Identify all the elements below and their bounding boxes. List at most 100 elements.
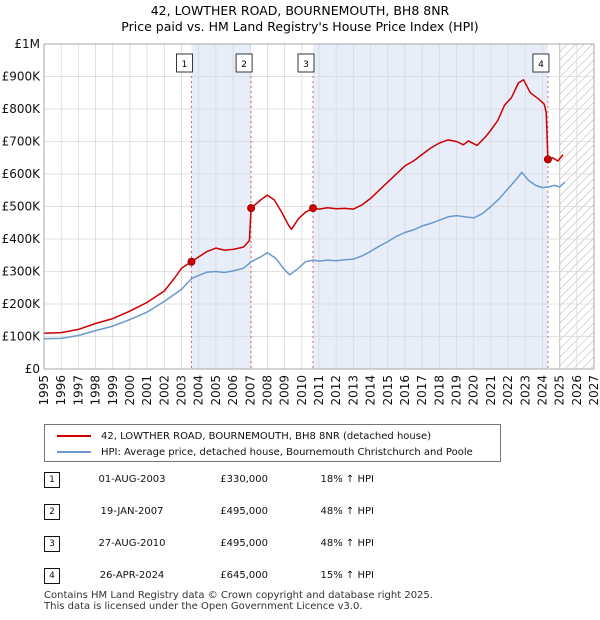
sale-labels: 1 2 3 4 [176,53,550,73]
sale-row: 3 27-AUG-2010 £495,000 48% ↑ HPI [44,536,464,556]
x-tick-label: 2008 [260,375,274,406]
sale-date: 26-APR-2024 [99,570,165,581]
sale-hpi-change: 48% ↑ HPI [320,506,374,517]
sale-point [247,204,256,213]
chart-title-line1: 42, LOWTHER ROAD, BOURNEMOUTH, BH8 8NR [151,3,450,18]
x-tick-label: 2006 [226,375,240,406]
sale-label-text: 4 [538,60,544,70]
sale-row: 4 26-APR-2024 £645,000 15% ↑ HPI [44,568,464,588]
x-tick-label: 2000 [123,375,137,406]
x-tick-label: 2026 [570,375,584,406]
legend-swatch-hpi [57,451,91,453]
x-tick-label: 2021 [484,375,498,406]
x-tick-label: 2003 [175,375,189,406]
sale-number: 2 [44,504,60,520]
sale-label: 1 [176,53,193,73]
x-tick-label: 2001 [140,375,154,406]
y-tick-label: £800K [2,102,42,116]
x-tick-label: 2009 [278,375,292,406]
legend-label-hpi: HPI: Average price, detached house, Bour… [101,446,473,458]
x-tick-label: 2012 [329,375,343,406]
series-line [43,171,566,340]
x-tick-label: 1997 [71,375,85,406]
x-axis-ticks: 1995 1996 1997 1998 1999 2000 2001 2002 2003 2004… [37,375,600,406]
sale-label-text: 3 [303,60,309,70]
sale-number: 3 [44,536,60,552]
sale-label-text: 2 [241,60,247,70]
x-tick-label: 1996 [54,375,68,406]
y-tick-label: £300K [2,265,42,279]
sale-number: 1 [44,472,60,488]
x-tick-label: 2020 [467,375,481,406]
sale-label-box [176,53,193,73]
sale-hpi-change: 18% ↑ HPI [320,474,374,485]
x-tick-label: 2014 [364,375,378,406]
plot-border [43,43,595,370]
sale-label-box [297,53,315,73]
x-tick-label: 1999 [106,375,120,406]
sale-label-text: 1 [182,60,188,70]
sale-point [543,155,552,164]
x-tick-label: 2015 [381,375,395,406]
y-axis-ticks: £0 £100K £200K £300K £400K £500K £600K £700K £80… [2,37,42,376]
footer-copyright: Contains HM Land Registry data © Crown c… [44,590,433,601]
legend-swatch-property [57,435,91,437]
sale-price: £330,000 [220,474,268,485]
sale-date: 01-AUG-2003 [98,474,166,485]
x-tick-label: 2027 [587,375,600,406]
y-tick-label: £100K [2,330,42,344]
sale-label: 2 [235,53,253,73]
x-tick-label: 1995 [37,375,51,406]
sale-markers [187,155,552,266]
price-chart: 42, LOWTHER ROAD, BOURNEMOUTH, BH8 8NR P… [2,3,600,406]
footer-licence: This data is licensed under the Open Gov… [44,601,363,612]
y-tick-label: £0 [25,362,40,376]
chart-title-line2: Price paid vs. HM Land Registry's House … [121,19,478,34]
sale-hpi-change: 48% ↑ HPI [320,538,374,549]
sale-hpi-change: 15% ↑ HPI [320,570,374,581]
sale-price: £495,000 [220,506,268,517]
x-tick-label: 2017 [415,375,429,406]
legend-item-property: 42, LOWTHER ROAD, BOURNEMOUTH, BH8 8NR (… [57,428,431,444]
x-tick-label: 2023 [518,375,532,406]
sale-label-box [532,53,550,73]
y-tick-label: £500K [2,200,42,214]
legend-item-hpi: HPI: Average price, detached house, Bour… [57,444,473,460]
x-tick-label: 2010 [295,375,309,406]
x-tick-label: 2002 [157,375,171,406]
y-tick-label: £700K [2,135,42,149]
sale-label-box [235,53,253,73]
x-tick-label: 1998 [89,375,103,406]
sale-price: £645,000 [220,570,268,581]
sale-label: 3 [297,53,315,73]
legend: 42, LOWTHER ROAD, BOURNEMOUTH, BH8 8NR (… [44,424,501,462]
y-tick-label: £1M [14,37,40,51]
sale-row: 2 19-JAN-2007 £495,000 48% ↑ HPI [44,504,464,524]
legend-label-property: 42, LOWTHER ROAD, BOURNEMOUTH, BH8 8NR (… [101,430,432,442]
sale-date: 19-JAN-2007 [100,506,164,517]
x-tick-label: 2025 [553,375,567,406]
y-tick-label: £600K [2,167,42,181]
sale-number: 4 [44,568,60,584]
x-tick-label: 2013 [346,375,360,406]
x-tick-label: 2007 [243,375,257,406]
y-tick-label: £400K [2,232,42,246]
y-tick-label: £200K [2,297,42,311]
x-tick-label: 2004 [192,375,206,406]
sale-point [187,257,196,266]
x-tick-label: 2016 [398,375,412,406]
footer: Contains HM Land Registry data © Crown c… [44,590,433,612]
x-tick-label: 2024 [535,375,549,406]
sale-row: 1 01-AUG-2003 £330,000 18% ↑ HPI [44,472,464,492]
sale-date: 27-AUG-2010 [98,538,166,549]
sale-label: 4 [532,53,550,73]
x-tick-label: 2005 [209,375,223,406]
x-tick-label: 2018 [432,375,446,406]
sale-price: £495,000 [220,538,268,549]
sale-point [308,204,317,213]
x-tick-label: 2019 [450,375,464,406]
x-tick-label: 2022 [501,375,515,406]
sale-date-lines [190,76,549,369]
x-tick-label: 2011 [312,375,326,406]
y-tick-label: £900K [2,70,42,84]
